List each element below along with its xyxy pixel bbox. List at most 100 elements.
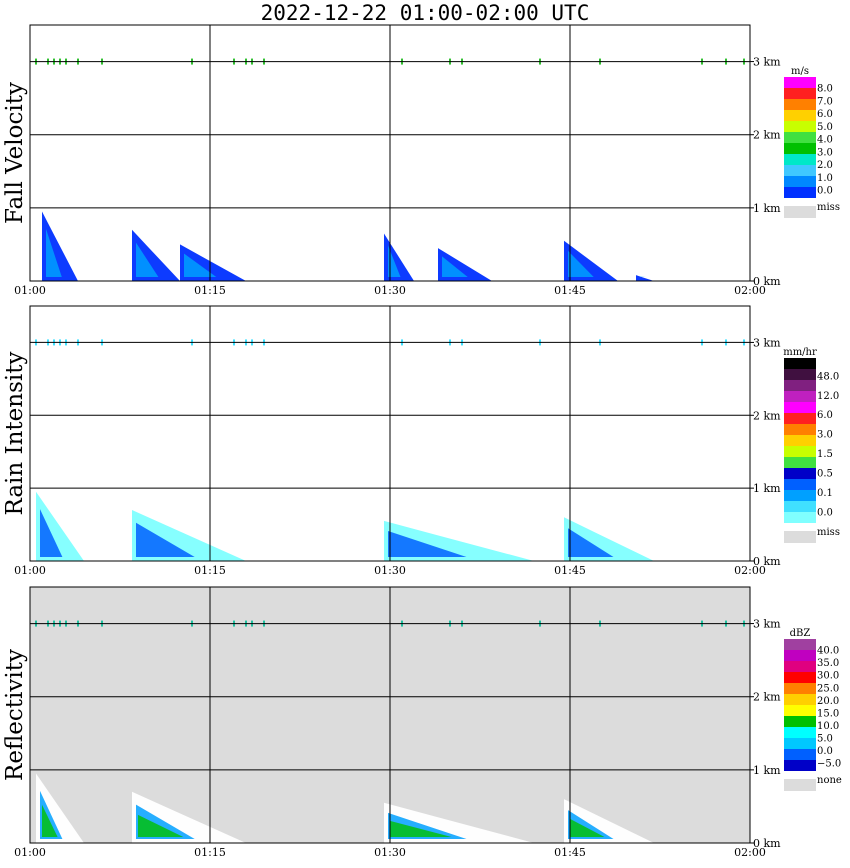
colorbar-swatch bbox=[784, 424, 816, 435]
panel-label: Reflectivity bbox=[2, 649, 28, 781]
colorbar-level: 1.5 bbox=[817, 449, 833, 460]
colorbar-swatch bbox=[784, 468, 816, 479]
y-tick-label: 3 km bbox=[753, 56, 781, 69]
colorbar-swatch bbox=[784, 760, 816, 771]
plot-frame bbox=[29, 305, 751, 562]
echo-core bbox=[136, 522, 195, 557]
colorbar-swatch bbox=[784, 391, 816, 402]
colorbar-swatch bbox=[784, 88, 816, 99]
panel-label: Rain Intensity bbox=[2, 351, 28, 515]
colorbar-level: 3.0 bbox=[817, 430, 833, 441]
colorbar-level: 40.0 bbox=[817, 646, 839, 657]
colorbar-level: 7.0 bbox=[817, 96, 833, 107]
echo-core bbox=[568, 528, 614, 557]
y-tick-label: 2 km bbox=[753, 409, 781, 422]
colorbar-level: 35.0 bbox=[817, 658, 839, 669]
colorbar-level: 5.0 bbox=[817, 122, 833, 133]
colorbar-swatch bbox=[784, 716, 816, 727]
plot-frame bbox=[29, 586, 751, 844]
colorbar-swatch bbox=[784, 490, 816, 501]
x-tick-label: 01:15 bbox=[194, 284, 226, 297]
colorbar-unit: dBZ bbox=[790, 628, 811, 639]
colorbar-swatch bbox=[784, 672, 816, 683]
colorbar-swatch bbox=[784, 110, 816, 121]
colorbar-swatch bbox=[784, 446, 816, 457]
colorbar-swatch bbox=[784, 143, 816, 154]
y-tick-label: 2 km bbox=[753, 691, 781, 704]
colorbar-swatch bbox=[784, 639, 816, 650]
x-tick-label: 01:15 bbox=[194, 564, 226, 577]
colorbar-level: 6.0 bbox=[817, 109, 833, 120]
colorbar-swatch bbox=[784, 165, 816, 176]
colorbar-level: 4.0 bbox=[817, 135, 833, 146]
colorbar-miss-swatch bbox=[784, 531, 816, 543]
echo-core bbox=[388, 530, 467, 557]
colorbar-level: 3.0 bbox=[817, 147, 833, 158]
colorbar-swatch bbox=[784, 683, 816, 694]
echo-core bbox=[184, 253, 217, 277]
echo-core-strong bbox=[42, 804, 58, 837]
colorbar-swatch bbox=[784, 413, 816, 424]
colorbar-swatch bbox=[784, 727, 816, 738]
plot-frame bbox=[29, 24, 751, 282]
colorbar-level: 0.5 bbox=[817, 468, 833, 479]
x-tick-label: 02:00 bbox=[734, 284, 766, 297]
colorbar-swatch bbox=[784, 380, 816, 391]
colorbar-level: −5.0 bbox=[817, 759, 841, 770]
y-tick-label: 0 km bbox=[753, 275, 781, 288]
x-tick-label: 01:00 bbox=[14, 564, 46, 577]
echo-core-strong bbox=[570, 818, 605, 837]
colorbar-swatch bbox=[784, 369, 816, 380]
x-tick-label: 01:30 bbox=[374, 284, 406, 297]
y-tick-label: 0 km bbox=[753, 837, 781, 850]
colorbar-miss-swatch bbox=[784, 779, 816, 791]
colorbar-level: 30.0 bbox=[817, 671, 839, 682]
x-tick-label: 01:00 bbox=[14, 846, 46, 859]
colorbar-swatch bbox=[784, 435, 816, 446]
colorbar-swatch bbox=[784, 402, 816, 413]
colorbar-level: 15.0 bbox=[817, 708, 839, 719]
colorbar-swatch bbox=[784, 187, 816, 198]
echo-core bbox=[442, 256, 468, 277]
colorbar-unit: mm/hr bbox=[783, 347, 817, 358]
x-tick-label: 02:00 bbox=[734, 846, 766, 859]
colorbar-unit: m/s bbox=[791, 66, 809, 77]
colorbar-swatch bbox=[784, 176, 816, 187]
colorbar-swatch bbox=[784, 512, 816, 523]
x-tick-label: 02:00 bbox=[734, 564, 766, 577]
colorbar-swatch bbox=[784, 358, 816, 369]
colorbar-miss-swatch bbox=[784, 206, 816, 218]
colorbar-swatch bbox=[784, 479, 816, 490]
colorbar-level: 0.0 bbox=[817, 186, 833, 197]
colorbar-swatch bbox=[784, 121, 816, 132]
colorbar-level: 0.0 bbox=[817, 746, 833, 757]
y-tick-label: 3 km bbox=[753, 336, 781, 349]
colorbar-swatch bbox=[784, 132, 816, 143]
echo-core-strong bbox=[390, 820, 452, 837]
x-tick-label: 01:00 bbox=[14, 284, 46, 297]
chart-title: 2022-12-22 01:00-02:00 UTC bbox=[260, 1, 590, 25]
echo-core bbox=[136, 242, 159, 277]
echo-core bbox=[46, 228, 62, 277]
colorbar-miss-label: miss bbox=[817, 527, 840, 538]
x-tick-label: 01:45 bbox=[554, 564, 586, 577]
colorbar-miss-label: none bbox=[817, 775, 842, 786]
y-tick-label: 1 km bbox=[753, 482, 781, 495]
colorbar-level: 8.0 bbox=[817, 84, 833, 95]
colorbar-level: 6.0 bbox=[817, 410, 833, 421]
x-tick-label: 01:30 bbox=[374, 846, 406, 859]
colorbar-swatch bbox=[784, 694, 816, 705]
x-tick-label: 01:45 bbox=[554, 284, 586, 297]
colorbar-swatch bbox=[784, 650, 816, 661]
echo-core bbox=[388, 245, 401, 277]
panel-label: Fall Velocity bbox=[2, 82, 28, 224]
echo-region bbox=[636, 275, 654, 281]
colorbar-swatch bbox=[784, 749, 816, 760]
colorbar-level: 0.1 bbox=[817, 488, 833, 499]
colorbar-swatch bbox=[784, 457, 816, 468]
colorbar-swatch bbox=[784, 738, 816, 749]
colorbar-swatch bbox=[784, 501, 816, 512]
colorbar-level: 20.0 bbox=[817, 696, 839, 707]
colorbar-swatch bbox=[784, 154, 816, 165]
